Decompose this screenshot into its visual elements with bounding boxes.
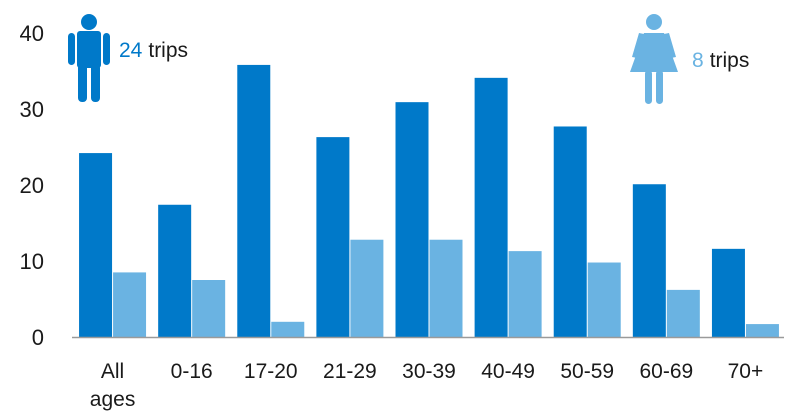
- x-tick-label: 70+: [728, 360, 764, 383]
- bar-female: [113, 272, 147, 337]
- x-tick-label: 30-39: [402, 360, 456, 383]
- x-tick-label: 21-29: [323, 360, 377, 383]
- y-axis: 0 10 20 30 40: [20, 21, 44, 350]
- legend-female-value: 8: [692, 49, 704, 72]
- bar-female: [666, 289, 700, 337]
- bar-male: [711, 248, 745, 337]
- bar-female: [271, 321, 305, 337]
- bar-male: [474, 77, 508, 337]
- x-tick-label: 17-20: [244, 360, 298, 383]
- bar-male: [316, 137, 350, 337]
- legend-male-label: 24 trips: [119, 39, 188, 62]
- bar-male: [395, 102, 429, 337]
- bar-male: [79, 153, 113, 337]
- y-tick-label: 0: [32, 325, 44, 350]
- legend-male: 24 trips: [68, 14, 188, 102]
- bar-male: [553, 126, 587, 337]
- x-tick-label: 40-49: [481, 360, 535, 383]
- man-icon: [68, 14, 110, 102]
- x-tick-label: All ages: [90, 360, 136, 411]
- bar-male: [237, 64, 271, 338]
- y-tick-label: 10: [20, 249, 44, 274]
- x-tick-label: 50-59: [560, 360, 614, 383]
- legend-female: 8 trips: [630, 14, 749, 104]
- legend-female-unit: trips: [710, 49, 750, 72]
- bar-female: [587, 262, 621, 337]
- bar-female: [350, 239, 384, 337]
- woman-icon: [630, 14, 678, 104]
- y-tick-label: 30: [20, 97, 44, 122]
- x-axis: All ages 0-16 17-20 21-29 30-39 40-49 50-59 60-6…: [90, 360, 763, 411]
- legend-male-value: 24: [119, 39, 143, 62]
- legend-female-label: 8 trips: [692, 49, 749, 72]
- bar-male: [158, 204, 192, 337]
- y-tick-label: 40: [20, 21, 44, 46]
- bar-female: [745, 324, 779, 337]
- bars: [79, 64, 779, 338]
- bar-male: [632, 184, 666, 337]
- y-tick-label: 20: [20, 173, 44, 198]
- x-tick-label: 0-16: [171, 360, 213, 383]
- bar-female: [192, 280, 226, 337]
- legend-male-unit: trips: [148, 39, 188, 62]
- bar-female: [508, 251, 542, 337]
- bar-female: [429, 239, 463, 337]
- x-tick-label: 60-69: [639, 360, 693, 383]
